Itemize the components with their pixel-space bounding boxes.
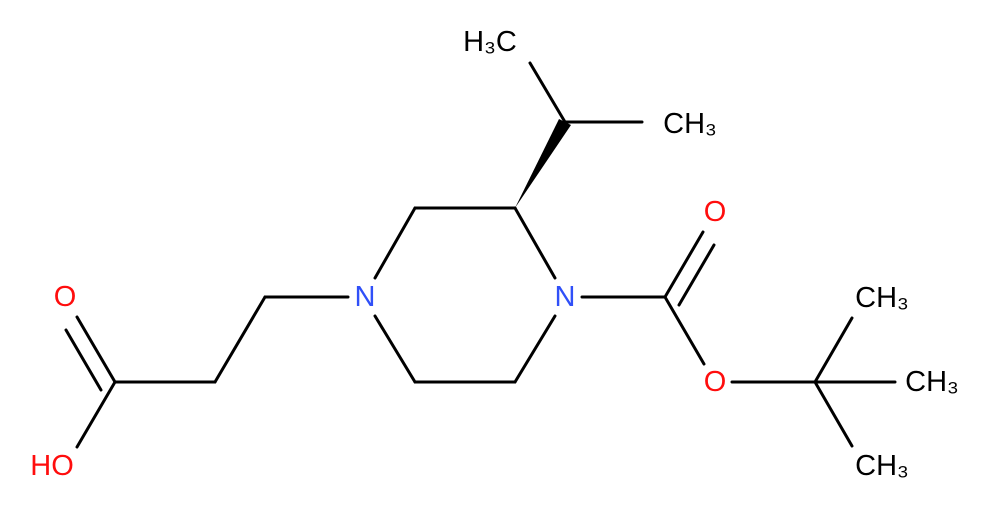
atom-label: H₃C xyxy=(463,26,517,58)
atom-labels: H₃C CH₃ O N N O HO O CH₃ CH₃ CH₃ xyxy=(30,26,959,482)
bond xyxy=(213,295,267,384)
bond xyxy=(373,206,417,280)
atom-label: O xyxy=(704,366,727,398)
bond xyxy=(813,380,854,448)
bond xyxy=(373,314,417,384)
bond xyxy=(813,316,854,384)
atom-label: HO xyxy=(30,450,74,482)
bond xyxy=(513,206,557,280)
bond xyxy=(663,295,706,366)
bond xyxy=(677,243,716,307)
bond xyxy=(663,230,705,299)
atom-label: O xyxy=(704,196,727,228)
bond xyxy=(528,61,567,124)
bond xyxy=(64,328,103,392)
atom-label: O xyxy=(54,281,77,313)
atom-label: CH₃ xyxy=(905,366,959,398)
bond xyxy=(75,315,117,384)
bond xyxy=(75,380,117,449)
atom-label: CH₃ xyxy=(855,282,909,314)
wedge-bond xyxy=(515,119,571,208)
bonds xyxy=(64,61,897,449)
bond xyxy=(513,314,557,384)
atom-label: N xyxy=(555,281,576,313)
atom-label: N xyxy=(355,281,376,313)
atom-label: CH₃ xyxy=(855,450,909,482)
atom-label: CH₃ xyxy=(663,108,717,140)
